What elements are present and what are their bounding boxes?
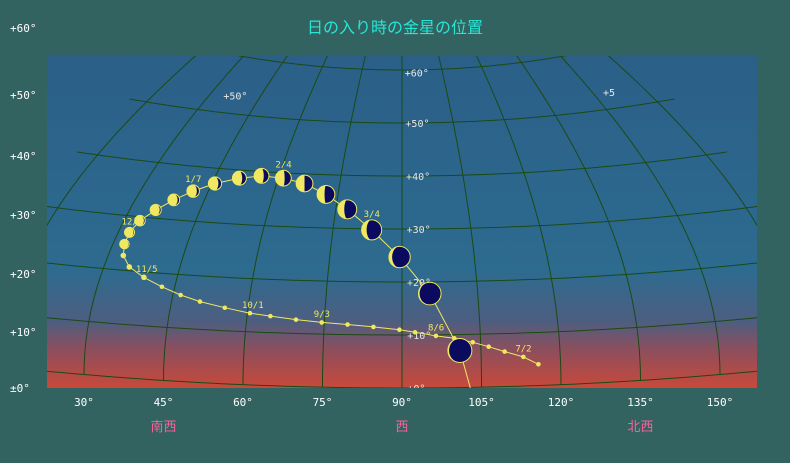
y-tick-label: +50°	[10, 89, 37, 102]
x-tick-label: 75°	[312, 396, 333, 409]
date-label: 10/1	[242, 301, 264, 311]
venus-marker	[126, 264, 133, 270]
azimuth-line	[438, 56, 482, 388]
venus-marker	[119, 238, 130, 250]
venus-marker	[345, 322, 350, 327]
date-label: 7/2	[515, 345, 531, 355]
grid-label: +5	[603, 88, 615, 99]
grid-label: +50°	[223, 91, 247, 102]
venus-marker	[186, 184, 200, 198]
venus-marker	[412, 330, 418, 335]
x-tick-label: 135°	[627, 396, 654, 409]
azimuth-line	[476, 56, 562, 385]
date-label: 8/6	[428, 324, 444, 334]
y-tick-label: +20°	[10, 268, 37, 281]
venus-marker	[361, 219, 383, 241]
direction-label: 北西	[627, 420, 654, 435]
date-label: 9/3	[314, 310, 330, 320]
venus-marker	[337, 199, 358, 220]
y-tick-label: +10°	[10, 326, 37, 339]
grid-label: +60°	[405, 69, 429, 80]
venus-marker	[231, 170, 247, 186]
azimuth-line	[242, 56, 328, 385]
altitude-line	[47, 370, 757, 388]
venus-marker	[167, 193, 181, 207]
venus-marker	[536, 362, 541, 367]
venus-marker	[470, 339, 476, 345]
x-tick-label: 90°	[392, 396, 412, 409]
azimuth-line	[47, 56, 197, 227]
venus-marker	[149, 203, 162, 216]
date-label: 12/3	[122, 217, 144, 227]
grid-label: +10°	[407, 331, 431, 342]
venus-markers	[119, 167, 541, 367]
azimuth-line	[559, 56, 721, 375]
venus-marker	[486, 344, 491, 349]
date-label: 2/4	[275, 160, 291, 170]
venus-marker	[447, 337, 473, 363]
y-tick-label: ±0°	[10, 382, 30, 395]
grid-label: +40°	[406, 172, 430, 183]
venus-marker	[207, 176, 223, 191]
azimuth-line	[83, 56, 245, 375]
venus-marker	[433, 333, 439, 339]
venus-marker	[178, 292, 183, 298]
venus-marker	[521, 354, 526, 360]
venus-marker	[316, 185, 336, 204]
venus-marker	[134, 214, 146, 227]
venus-marker	[371, 324, 376, 330]
grid-labels: +50° +5 +60° +50° +40° +30° +20° +10° +0°	[223, 69, 615, 395]
x-tick-label: 120°	[547, 396, 575, 409]
grid-label: +0°	[407, 384, 425, 395]
chart-title: 日の入り時の金星の位置	[306, 18, 483, 37]
azimuth-line	[607, 56, 757, 227]
direction-label: 南西	[150, 420, 177, 435]
y-tick-label: +40°	[10, 150, 37, 163]
x-tick-label: 45°	[153, 396, 174, 409]
grid-label: +30°	[407, 225, 431, 236]
azimuth-line	[516, 56, 641, 381]
date-label: 1/7	[185, 175, 201, 185]
direction-label: 西	[395, 420, 409, 435]
venus-marker	[388, 245, 411, 269]
x-tick-label: 150°	[706, 396, 734, 409]
venus-marker	[319, 320, 325, 325]
x-tick-label: 60°	[233, 396, 253, 409]
venus-marker	[159, 284, 165, 290]
y-tick-label: +30°	[10, 209, 37, 222]
venus-marker	[120, 252, 127, 259]
venus-marker	[268, 313, 273, 319]
venus-marker	[124, 226, 136, 238]
azimuth-line	[163, 56, 288, 381]
venus-marker	[247, 310, 253, 316]
venus-marker	[293, 317, 299, 322]
date-label: 11/5	[136, 265, 158, 275]
venus-marker	[222, 305, 228, 311]
venus-marker	[295, 174, 314, 193]
x-tick-label: 105°	[468, 396, 495, 409]
date-labels: 7/2 8/6 9/3 10/1 11/5 12/3 1/7 2/4 3/4	[122, 160, 532, 354]
date-label: 3/4	[364, 210, 380, 220]
venus-marker	[417, 281, 442, 306]
venus-marker	[274, 169, 292, 187]
grid-lines	[47, 56, 757, 388]
venus-marker	[397, 327, 402, 332]
venus-marker	[141, 274, 147, 281]
venus-marker	[197, 299, 203, 304]
venus-marker	[253, 167, 270, 184]
venus-marker	[502, 349, 507, 354]
x-tick-label: 30°	[74, 396, 94, 409]
grid-label: +50°	[405, 119, 429, 130]
y-tick-label: +60°	[10, 22, 37, 35]
grid-label: +20°	[407, 278, 431, 289]
